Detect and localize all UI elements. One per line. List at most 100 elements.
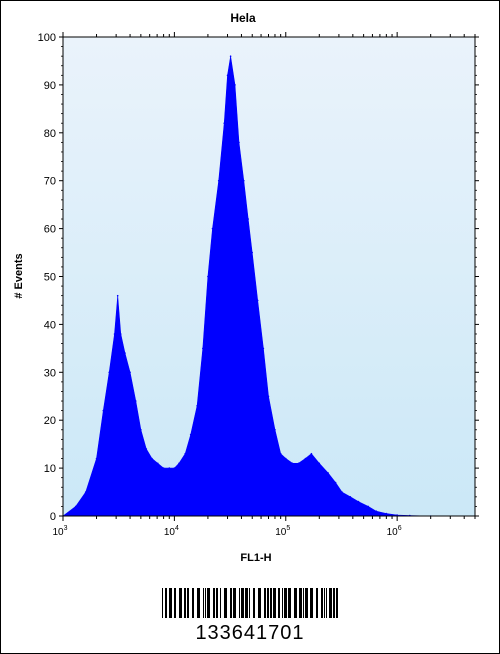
histogram-point	[285, 457, 287, 460]
histogram-point	[124, 352, 126, 354]
barcode-bar	[329, 588, 332, 618]
histogram-point	[318, 462, 321, 465]
histogram-point	[120, 333, 122, 335]
y-tick-label: 50	[44, 272, 56, 284]
histogram-point	[367, 505, 370, 508]
histogram-chart: Hela 0 10 20 30 40 50 60 70 80 90 100 103 104 105 106…	[13, 11, 479, 564]
barcode-bar	[162, 588, 163, 618]
x-axis: 103 104 105 106	[52, 32, 476, 538]
barcode-bar	[264, 588, 266, 618]
histogram-point	[297, 462, 300, 465]
histogram-point	[202, 347, 204, 350]
barcode-bar	[305, 588, 308, 618]
x-tick-label: 103	[52, 525, 67, 538]
histogram-point	[151, 457, 153, 460]
barcode-bar	[239, 588, 240, 618]
y-tick-label: 70	[44, 176, 56, 188]
histogram-point	[357, 500, 360, 503]
y-tick-label: 90	[44, 80, 56, 92]
barcode-bar	[220, 588, 221, 618]
histogram-point	[217, 179, 220, 182]
barcode-bar	[184, 588, 186, 618]
barcode-bar	[197, 588, 200, 618]
barcode-bar	[282, 588, 283, 618]
barcode-bar	[333, 588, 335, 618]
barcode-bar	[284, 588, 287, 618]
histogram-point	[113, 333, 116, 335]
histogram-point	[385, 512, 388, 515]
barcode-bar	[165, 588, 167, 618]
histogram-point	[102, 409, 105, 412]
histogram-point	[207, 275, 209, 278]
histogram-point	[184, 452, 186, 455]
barcode-bar	[169, 588, 172, 618]
barcode-bar	[273, 588, 276, 618]
barcode-bar	[249, 588, 250, 618]
barcode-bar	[230, 588, 232, 618]
barcode-bar	[192, 588, 194, 618]
histogram-point	[157, 462, 159, 465]
histogram-point	[349, 496, 352, 498]
barcode-bar	[326, 588, 327, 618]
barcode-bar	[267, 588, 269, 618]
histogram-point	[334, 481, 337, 484]
barcode-bar	[288, 588, 291, 618]
y-tick-label: 10	[44, 463, 56, 475]
histogram-point	[396, 514, 398, 516]
x-tick-label: 104	[164, 525, 179, 538]
barcode-bar	[224, 588, 227, 618]
y-tick-label: 100	[38, 32, 56, 44]
y-axis-label: # Events	[13, 253, 25, 298]
histogram-point	[304, 457, 307, 460]
histogram-point	[189, 433, 192, 436]
histogram-point	[234, 84, 236, 86]
barcode-bar	[303, 588, 304, 618]
histogram-point	[162, 467, 165, 469]
histogram-point	[229, 55, 232, 57]
histogram-point	[145, 448, 148, 450]
chart-title: Hela	[230, 11, 256, 25]
histogram-point	[140, 429, 142, 431]
histogram-point	[226, 74, 229, 77]
histogram-point	[223, 122, 225, 124]
histogram-point	[129, 371, 131, 374]
histogram-point	[247, 218, 249, 220]
barcode-bar	[174, 588, 176, 618]
barcode-bar	[278, 588, 280, 618]
x-axis-label: FL1-H	[240, 552, 271, 564]
y-tick-label: 40	[44, 319, 56, 331]
barcode-number: 133641701	[195, 622, 305, 644]
histogram-point	[243, 179, 245, 182]
y-tick-label: 60	[44, 224, 56, 236]
barcode-bar	[213, 588, 215, 618]
histogram-point	[267, 395, 270, 398]
barcode-bar	[241, 588, 244, 618]
barcode-bar	[316, 588, 318, 618]
histogram-point	[178, 462, 180, 465]
histogram-point	[341, 491, 343, 493]
barcode-bar	[336, 588, 338, 618]
histogram-point	[95, 457, 98, 460]
histogram-point	[291, 462, 294, 465]
barcode-bar	[258, 588, 261, 618]
barcode-bar	[321, 588, 323, 618]
histogram-point	[108, 371, 110, 374]
histogram-point	[116, 294, 119, 297]
histogram-point	[327, 472, 329, 474]
barcode-bar	[294, 588, 297, 618]
histogram-point	[211, 227, 214, 230]
barcode-bar	[216, 588, 218, 618]
histogram-point	[135, 400, 137, 402]
barcode-bar	[310, 588, 313, 618]
y-tick-label: 30	[44, 367, 56, 379]
histogram-point	[251, 251, 253, 254]
x-tick-label: 105	[275, 525, 290, 538]
histogram-point	[279, 452, 282, 455]
histogram-point	[238, 141, 240, 144]
histogram-point	[256, 299, 259, 302]
barcode-bar	[187, 588, 189, 618]
barcode-bar	[179, 588, 182, 618]
x-tick-label: 106	[387, 525, 402, 538]
histogram-point	[84, 491, 87, 493]
histogram-point	[173, 467, 176, 469]
